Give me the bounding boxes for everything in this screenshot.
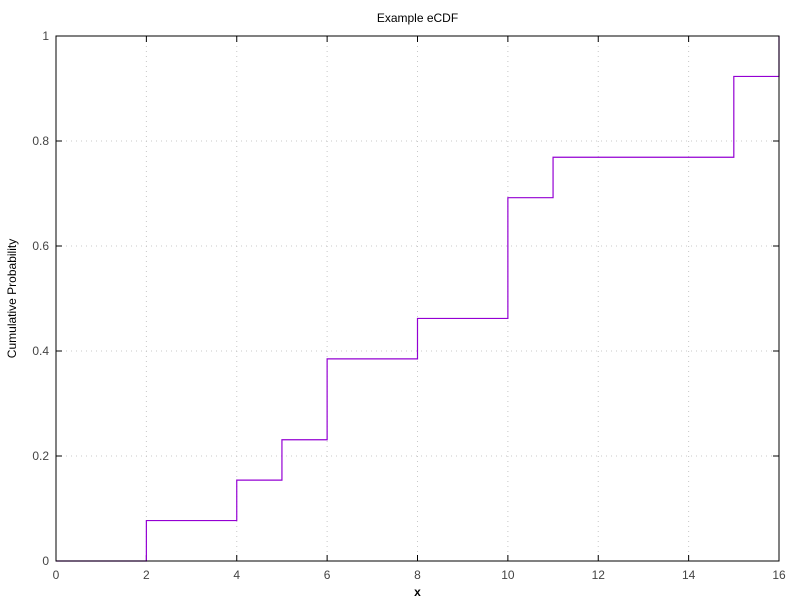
x-tick-label: 14: [682, 568, 696, 582]
y-tick-label: 1: [42, 29, 49, 43]
y-tick-label: 0.8: [32, 134, 49, 148]
y-tick-label: 0.2: [32, 449, 49, 463]
x-tick-label: 6: [324, 568, 331, 582]
x-tick-label: 8: [414, 568, 421, 582]
x-tick-label: 12: [592, 568, 606, 582]
y-tick-label: 0.6: [32, 239, 49, 253]
x-tick-label: 4: [233, 568, 240, 582]
plot-frame: [55, 35, 780, 562]
grid: [56, 36, 779, 561]
x-tick-label: 2: [143, 568, 150, 582]
y-tick-label: 0: [42, 554, 49, 568]
x-tick-label: 10: [501, 568, 515, 582]
tick-labels: 0 2 4 6 8 10 12 14 16 0 0.2 0.4 0.6 0.8 1: [32, 29, 786, 582]
x-tick-label: 16: [772, 568, 786, 582]
ecdf-step-line: [56, 36, 780, 562]
axis-ticks: [55, 35, 780, 562]
x-tick-label: 0: [53, 568, 60, 582]
chart-title: Example eCDF: [377, 11, 458, 25]
series-group: [56, 36, 780, 562]
x-axis-label: x: [414, 585, 421, 599]
y-tick-label: 0.4: [32, 344, 49, 358]
y-axis-label: Cumulative Probability: [5, 239, 19, 358]
